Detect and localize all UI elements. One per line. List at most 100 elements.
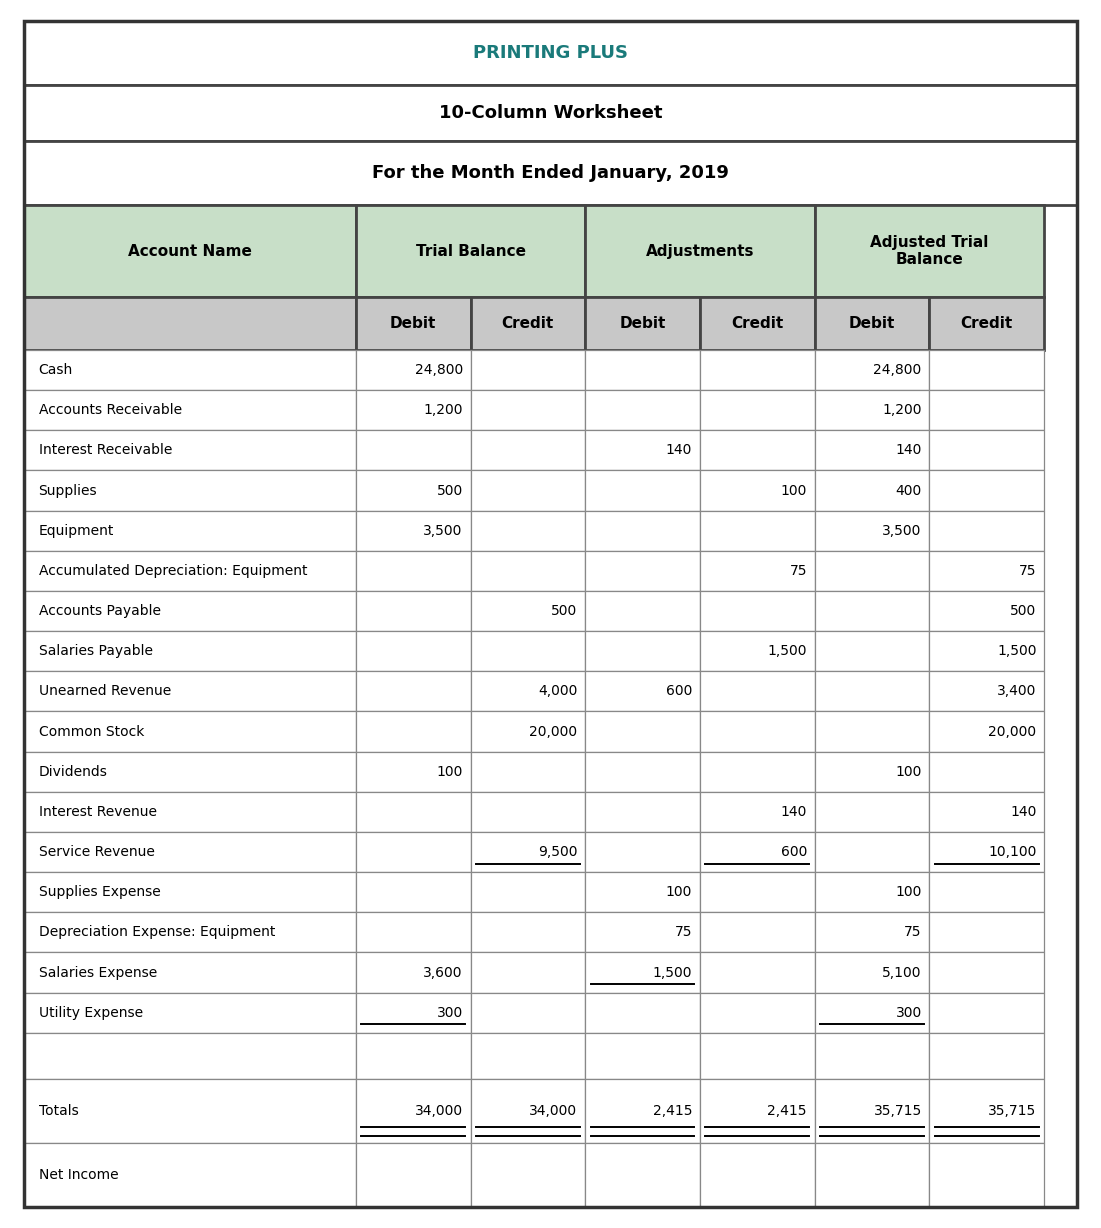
Text: Adjustments: Adjustments [645, 243, 754, 259]
Text: 100: 100 [436, 765, 462, 779]
Bar [815, 205, 1044, 297]
Text: 2,415: 2,415 [767, 1104, 807, 1119]
Bar [356, 1033, 470, 1079]
Bar [586, 672, 700, 711]
Bar [815, 551, 929, 591]
Bar [24, 711, 356, 752]
Bar [815, 872, 929, 912]
Text: 9,500: 9,500 [538, 845, 578, 860]
Text: Utility Expense: Utility Expense [39, 1006, 143, 1019]
Bar [929, 551, 1044, 591]
Bar [24, 551, 356, 591]
Text: 500: 500 [552, 604, 578, 618]
Bar [470, 391, 586, 430]
Bar [24, 591, 356, 631]
Bar [929, 872, 1044, 912]
Bar [356, 831, 470, 872]
Bar [356, 1143, 470, 1207]
Text: 140: 140 [1010, 804, 1036, 819]
Text: Supplies Expense: Supplies Expense [39, 885, 161, 899]
Text: Depreciation Expense: Equipment: Depreciation Expense: Equipment [39, 926, 275, 939]
Bar [815, 792, 929, 831]
Text: Supplies: Supplies [39, 484, 97, 497]
Bar [815, 1079, 929, 1143]
Text: 20,000: 20,000 [530, 725, 578, 738]
Bar [700, 1033, 815, 1079]
Bar [586, 1079, 700, 1143]
Bar [470, 672, 586, 711]
Bar [470, 711, 586, 752]
Bar [470, 1079, 586, 1143]
Bar [356, 391, 470, 430]
Bar [24, 912, 356, 953]
Bar [700, 297, 815, 350]
Text: Trial Balance: Trial Balance [415, 243, 525, 259]
Text: 34,000: 34,000 [415, 1104, 462, 1119]
Text: Cash: Cash [39, 363, 73, 377]
Text: Accounts Receivable: Accounts Receivable [39, 403, 182, 418]
Bar [929, 912, 1044, 953]
Bar [929, 953, 1044, 992]
Text: Credit: Credit [731, 316, 784, 332]
Bar [929, 430, 1044, 470]
Bar [470, 551, 586, 591]
Bar [470, 511, 586, 551]
Bar [815, 953, 929, 992]
Bar [470, 831, 586, 872]
Bar [700, 470, 815, 511]
Bar [24, 391, 356, 430]
Text: 140: 140 [895, 443, 922, 457]
Bar [586, 831, 700, 872]
Bar [24, 1143, 356, 1207]
Bar [470, 631, 586, 672]
Bar [929, 1079, 1044, 1143]
Bar [929, 711, 1044, 752]
Text: Credit: Credit [502, 316, 554, 332]
Text: 1,200: 1,200 [882, 403, 922, 418]
Text: 75: 75 [904, 926, 922, 939]
Bar [815, 430, 929, 470]
Bar [470, 912, 586, 953]
Text: 300: 300 [895, 1006, 922, 1019]
Bar [815, 297, 929, 350]
Bar [815, 1143, 929, 1207]
Bar [815, 711, 929, 752]
Bar [929, 792, 1044, 831]
Bar [929, 470, 1044, 511]
Bar [356, 551, 470, 591]
Bar [470, 297, 586, 350]
Bar [356, 792, 470, 831]
Bar [356, 1079, 470, 1143]
Bar [470, 591, 586, 631]
Bar [470, 953, 586, 992]
Text: Interest Revenue: Interest Revenue [39, 804, 156, 819]
Bar [700, 711, 815, 752]
Text: Service Revenue: Service Revenue [39, 845, 154, 860]
Bar [586, 631, 700, 672]
Bar [24, 631, 356, 672]
Text: 140: 140 [666, 443, 693, 457]
Bar [24, 470, 356, 511]
Bar [586, 551, 700, 591]
Text: 300: 300 [437, 1006, 462, 1019]
Bar [700, 350, 815, 391]
Bar [356, 672, 470, 711]
Text: 100: 100 [666, 885, 693, 899]
Bar [24, 872, 356, 912]
Text: 140: 140 [781, 804, 807, 819]
Bar [24, 297, 356, 350]
Bar [700, 672, 815, 711]
Bar [586, 591, 700, 631]
Text: Account Name: Account Name [128, 243, 252, 259]
Text: 600: 600 [666, 684, 693, 699]
Bar [929, 672, 1044, 711]
Text: 400: 400 [895, 484, 922, 497]
Bar [586, 391, 700, 430]
Text: 1,500: 1,500 [653, 965, 693, 980]
Bar [356, 912, 470, 953]
Text: 34,000: 34,000 [530, 1104, 578, 1119]
Bar [356, 297, 470, 350]
Text: Accumulated Depreciation: Equipment: Accumulated Depreciation: Equipment [39, 564, 307, 578]
Bar [929, 391, 1044, 430]
Bar [929, 992, 1044, 1033]
